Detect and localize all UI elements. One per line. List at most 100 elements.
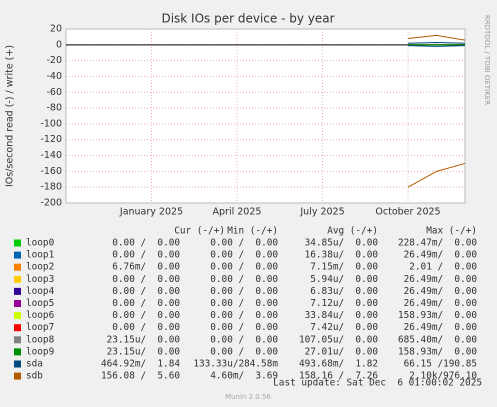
- legend-swatch: [14, 372, 21, 380]
- table-cell: 133.33u/284.58m: [193, 359, 278, 370]
- legend-swatch: [14, 324, 21, 332]
- legend-label: loop9: [26, 346, 55, 357]
- table-cell: 16.38u/ 0.00: [305, 250, 379, 261]
- table-cell: 0.00 / 0.00: [112, 274, 180, 285]
- table-cell: 685.40m/ 0.00: [398, 334, 477, 345]
- table-cell: 0.00 / 0.00: [112, 250, 180, 261]
- table-cell: 27.01u/ 0.00: [305, 346, 379, 357]
- legend-swatch: [14, 336, 21, 344]
- table-cell: 26.49m/ 0.00: [404, 286, 478, 297]
- table-cell: 156.08 / 5.60: [101, 371, 180, 382]
- table-header: Min (-/+): [227, 226, 278, 237]
- x-tick-label: January 2025: [119, 207, 183, 218]
- table-cell: 0.00 / 0.00: [210, 238, 278, 249]
- table-cell: 4.60m/ 3.69: [210, 371, 278, 382]
- table-cell: 0.00 / 0.00: [112, 310, 180, 321]
- table-cell: 0.00 / 0.00: [210, 334, 278, 345]
- legend-swatch: [14, 275, 21, 283]
- legend-label: loop2: [26, 262, 54, 273]
- table-cell: 0.00 / 0.00: [210, 346, 278, 357]
- legend-label: loop3: [26, 274, 54, 285]
- y-tick-label: -160: [40, 166, 62, 177]
- y-tick-label: -20: [46, 55, 62, 66]
- legend-swatch: [14, 287, 21, 295]
- table-cell: 33.84u/ 0.00: [305, 310, 379, 321]
- table-cell: 158.93m/ 0.00: [398, 310, 477, 321]
- table-cell: 6.83u/ 0.00: [310, 286, 378, 297]
- x-tick-label: October 2025: [375, 207, 440, 218]
- table-cell: 6.76m/ 0.00: [112, 262, 180, 273]
- side-text: RRDTOOL / TOBI OETIKER: [483, 15, 491, 105]
- table-cell: 158.93m/ 0.00: [398, 346, 477, 357]
- y-tick-label: -200: [40, 198, 62, 209]
- table-cell: 26.49m/ 0.00: [404, 298, 478, 309]
- legend-label: loop1: [26, 250, 55, 261]
- table-cell: 0.00 / 0.00: [210, 286, 278, 297]
- table-header: Max (-/+): [426, 226, 477, 237]
- x-tick-label: April 2025: [213, 207, 262, 218]
- table-cell: 158.16 / 7.26: [299, 371, 378, 382]
- legend-label: sdb: [26, 371, 43, 382]
- x-tick-label: July 2025: [299, 207, 344, 218]
- legend-swatch: [14, 348, 21, 356]
- table-header: Cur (-/+): [174, 226, 225, 237]
- table-cell: 493.68m/ 1.82: [299, 359, 378, 370]
- plot-area: [66, 29, 465, 203]
- y-tick-label: -60: [46, 87, 62, 98]
- last-update: Last update: Sat Dec 6 01:00:02 2025: [273, 378, 482, 389]
- table-cell: 0.00 / 0.00: [210, 262, 278, 273]
- table-cell: 0.00 / 0.00: [112, 238, 180, 249]
- series-line: [407, 34, 466, 41]
- y-tick-label: -100: [40, 118, 62, 129]
- y-axis-label: IOs/second read (-) / write (+): [5, 45, 16, 187]
- table-cell: 0.00 / 0.00: [210, 250, 278, 261]
- series-line: [407, 41, 466, 44]
- table-cell: 7.42u/ 0.00: [310, 322, 378, 333]
- y-tick-label: -40: [46, 71, 62, 82]
- table-cell: 7.15m/ 0.00: [310, 262, 378, 273]
- series-line: [407, 162, 466, 188]
- table-cell: 26.49m/ 0.00: [404, 250, 478, 261]
- legend-label: loop0: [26, 238, 55, 249]
- legend-label: loop5: [26, 298, 54, 309]
- y-tick-label: 20: [50, 24, 62, 35]
- table-cell: 2.01 / 0.00: [409, 262, 477, 273]
- table-cell: 66.15 /190.85: [404, 359, 477, 370]
- series-line: [407, 45, 466, 47]
- legend-label: loop6: [26, 310, 55, 321]
- table-header: Avg (-/+): [327, 226, 378, 237]
- legend-swatch: [14, 300, 21, 307]
- legend-swatch: [14, 312, 21, 320]
- y-tick-label: -80: [46, 103, 62, 114]
- table-cell: 26.49m/ 0.00: [404, 274, 478, 285]
- legend-label: loop7: [26, 322, 54, 333]
- table-cell: 0.00 / 0.00: [210, 322, 278, 333]
- chart-title: Disk IOs per device - by year: [161, 12, 334, 26]
- table-cell: 23.15u/ 0.00: [107, 334, 181, 345]
- legend-swatch: [14, 263, 21, 271]
- y-tick-label: -180: [40, 182, 62, 193]
- table-cell: 464.92m/ 1.84: [101, 359, 180, 370]
- table-cell: 0.00 / 0.00: [210, 298, 278, 309]
- table-cell: 2.10k/976.10: [409, 371, 477, 382]
- y-tick-label: -120: [40, 134, 62, 145]
- legend-swatch: [14, 239, 21, 247]
- table-cell: 0.00 / 0.00: [210, 310, 278, 321]
- footer: Munin 2.0.56: [225, 393, 271, 401]
- table-cell: 0.00 / 0.00: [210, 274, 278, 285]
- table-cell: 0.00 / 0.00: [112, 298, 180, 309]
- legend-label: sda: [26, 359, 43, 370]
- table-cell: 0.00 / 0.00: [112, 286, 180, 297]
- legend-swatch: [14, 251, 21, 259]
- table-cell: 7.12u/ 0.00: [310, 298, 378, 309]
- table-cell: 228.47m/ 0.00: [398, 238, 477, 249]
- legend-swatch: [14, 360, 21, 368]
- table-cell: 5.94u/ 0.00: [310, 274, 378, 285]
- table-cell: 107.05u/ 0.00: [299, 334, 378, 345]
- table-cell: 23.15u/ 0.00: [107, 346, 181, 357]
- table-cell: 34.85u/ 0.00: [305, 238, 379, 249]
- y-tick-label: 0: [56, 39, 62, 50]
- table-cell: 0.00 / 0.00: [112, 322, 180, 333]
- legend-label: loop8: [26, 334, 55, 345]
